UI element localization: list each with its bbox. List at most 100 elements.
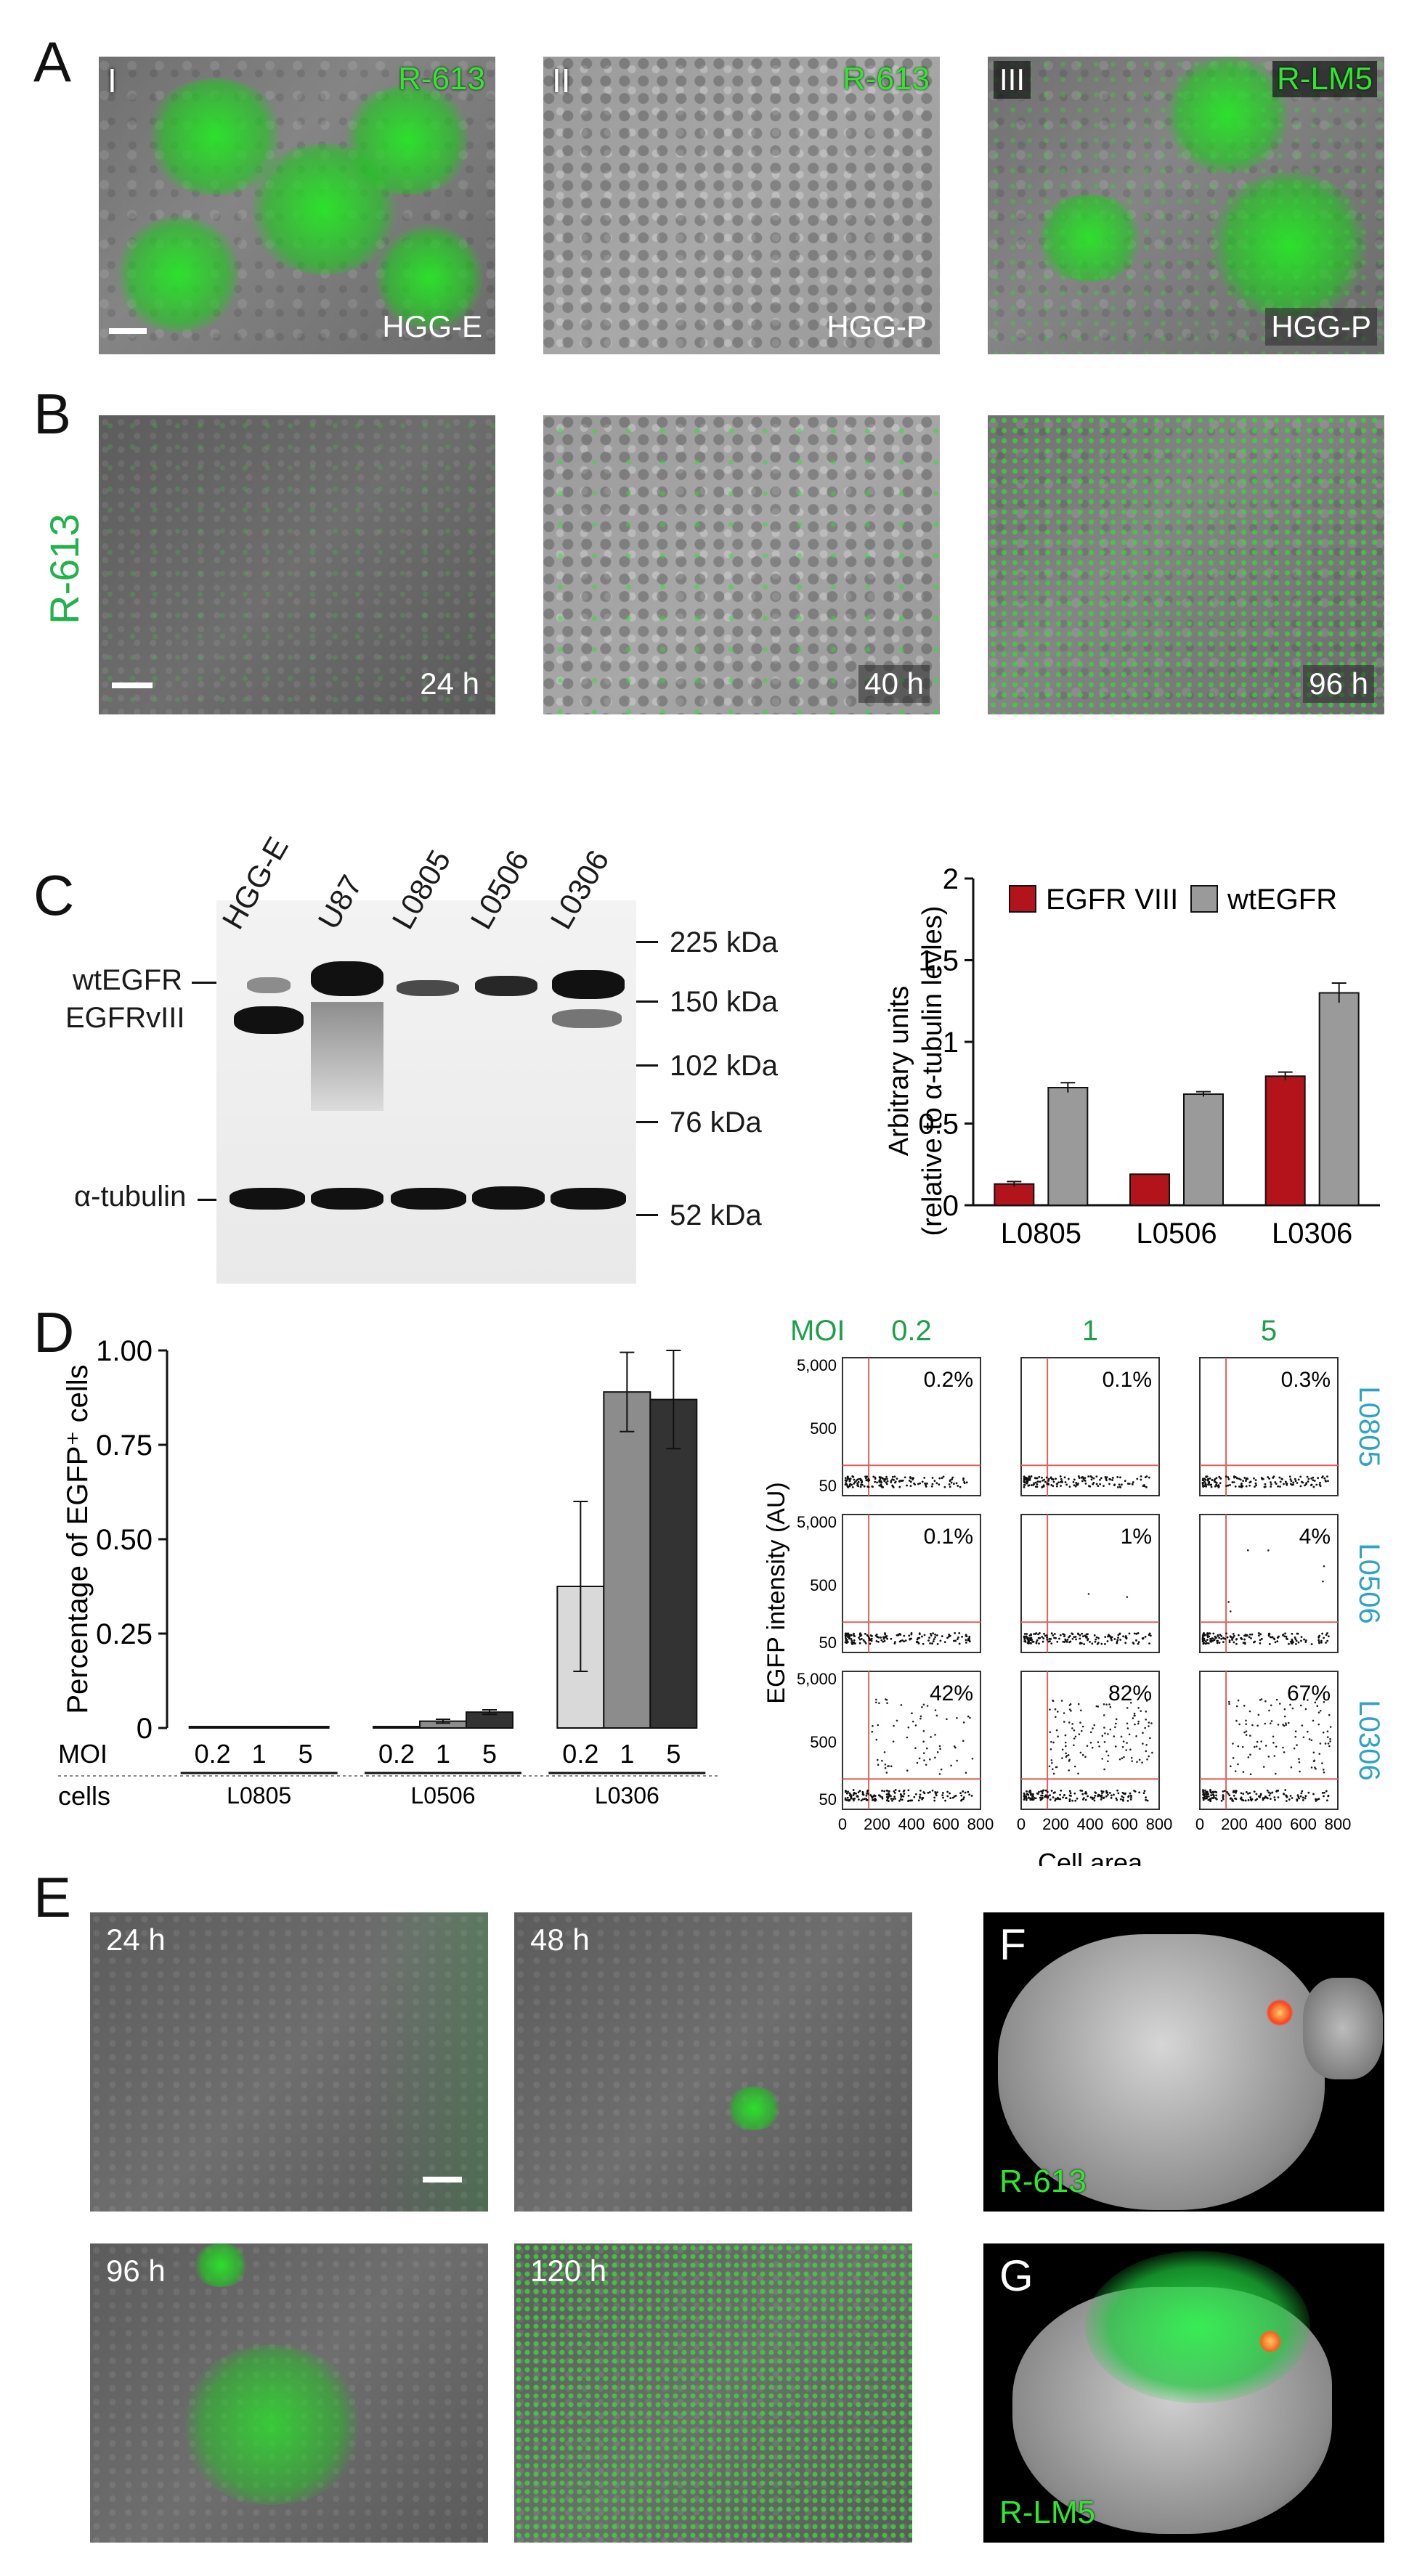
flow-event bbox=[1216, 1642, 1219, 1644]
flow-event bbox=[1235, 1638, 1238, 1640]
flow-plot-frame bbox=[842, 1671, 981, 1810]
flow-event bbox=[890, 1798, 893, 1800]
scale-bar bbox=[423, 2177, 462, 2182]
flow-event bbox=[1317, 1711, 1320, 1713]
flow-event bbox=[1023, 1797, 1026, 1799]
flow-event bbox=[1284, 1632, 1286, 1635]
flow-event bbox=[866, 1634, 869, 1637]
cell-line-label: L0805 bbox=[1353, 1386, 1385, 1467]
flow-event bbox=[1211, 1796, 1214, 1799]
flow-event bbox=[901, 1798, 904, 1801]
flow-event bbox=[1100, 1798, 1103, 1801]
flow-event bbox=[917, 1642, 920, 1644]
flow-event bbox=[885, 1636, 888, 1639]
x-sub-label: 0.2 bbox=[195, 1739, 231, 1769]
flow-event bbox=[1222, 1790, 1225, 1793]
flow-event bbox=[1143, 1790, 1146, 1793]
flow-event bbox=[1323, 1565, 1325, 1568]
flow-event bbox=[1285, 1635, 1288, 1638]
flow-event bbox=[1040, 1794, 1042, 1797]
flow-event bbox=[1107, 1760, 1109, 1763]
x-sub-label: 1 bbox=[252, 1739, 267, 1769]
flow-event bbox=[1103, 1703, 1105, 1705]
flow-event bbox=[1297, 1478, 1300, 1481]
flow-event bbox=[1073, 1792, 1076, 1795]
flow-event bbox=[962, 1740, 965, 1743]
flow-event bbox=[853, 1482, 856, 1485]
flow-event bbox=[1231, 1639, 1234, 1641]
flow-event bbox=[896, 1477, 898, 1480]
flow-event bbox=[875, 1701, 877, 1704]
flow-event bbox=[1214, 1637, 1217, 1639]
flow-event bbox=[1136, 1477, 1139, 1480]
flow-event bbox=[926, 1705, 929, 1707]
flow-event bbox=[1295, 1642, 1297, 1645]
flow-event bbox=[1087, 1795, 1089, 1798]
flow-event bbox=[1307, 1477, 1310, 1480]
flow-event bbox=[952, 1483, 955, 1485]
flow-event bbox=[1028, 1475, 1031, 1477]
flow-event bbox=[876, 1481, 878, 1484]
flow-event bbox=[907, 1726, 910, 1729]
flow-event bbox=[1082, 1797, 1085, 1800]
blot-band bbox=[472, 1186, 545, 1210]
flow-event bbox=[941, 1794, 944, 1796]
flow-event bbox=[1041, 1792, 1044, 1795]
flow-event bbox=[930, 1632, 932, 1635]
flow-event bbox=[922, 1797, 925, 1799]
flow-event bbox=[1237, 1634, 1240, 1637]
flow-event bbox=[1203, 1477, 1206, 1480]
flow-event bbox=[1032, 1640, 1035, 1643]
marker-label: 150 kDa bbox=[670, 986, 778, 1018]
flow-event bbox=[1046, 1790, 1049, 1793]
flow-event bbox=[1232, 1632, 1235, 1635]
flow-event bbox=[1260, 1477, 1263, 1479]
flow-event bbox=[1059, 1475, 1062, 1477]
flow-event bbox=[1270, 1636, 1273, 1639]
flow-event bbox=[858, 1637, 860, 1639]
flow-event bbox=[1313, 1480, 1316, 1482]
flow-event bbox=[1063, 1712, 1065, 1714]
flow-event bbox=[1141, 1761, 1143, 1764]
flow-event bbox=[1257, 1713, 1260, 1716]
flow-event bbox=[894, 1641, 896, 1644]
flow-event bbox=[882, 1640, 885, 1643]
flow-event bbox=[887, 1793, 890, 1796]
flow-event bbox=[1065, 1797, 1068, 1799]
flow-event bbox=[1243, 1731, 1246, 1734]
flow-event bbox=[1114, 1726, 1116, 1729]
flow-event bbox=[876, 1758, 879, 1761]
flow-event bbox=[1298, 1797, 1300, 1800]
flow-event bbox=[1241, 1482, 1243, 1485]
flow-event bbox=[1267, 1549, 1270, 1552]
flow-event bbox=[1054, 1791, 1056, 1794]
flow-event bbox=[886, 1637, 889, 1640]
flow-event bbox=[1060, 1485, 1062, 1487]
flow-event bbox=[1127, 1796, 1129, 1798]
flow-event bbox=[1104, 1476, 1107, 1478]
flow-event bbox=[1105, 1703, 1108, 1705]
flow-event bbox=[1319, 1485, 1322, 1488]
flow-event bbox=[1325, 1790, 1328, 1793]
flow-event bbox=[933, 1799, 936, 1802]
flow-event bbox=[1135, 1632, 1138, 1635]
blot-band bbox=[247, 977, 291, 993]
flow-event bbox=[1137, 1722, 1140, 1725]
flow-event bbox=[1065, 1756, 1068, 1758]
flow-event bbox=[847, 1790, 849, 1793]
flow-plot-frame bbox=[1020, 1514, 1160, 1653]
flow-event bbox=[1095, 1475, 1098, 1478]
flow-event bbox=[875, 1698, 877, 1701]
flow-event bbox=[1135, 1735, 1137, 1737]
x-tick-label: L0506 bbox=[411, 1782, 476, 1809]
flow-event bbox=[1036, 1480, 1039, 1483]
flow-event bbox=[1100, 1477, 1103, 1480]
flow-event bbox=[1293, 1747, 1296, 1750]
panel-letter-e: E bbox=[33, 1865, 72, 1929]
flow-event bbox=[962, 1721, 965, 1724]
flow-event bbox=[1264, 1722, 1267, 1725]
flow-event bbox=[1214, 1790, 1217, 1793]
flow-event bbox=[1068, 1485, 1071, 1488]
flow-event bbox=[1144, 1476, 1147, 1479]
flow-event bbox=[1304, 1639, 1307, 1642]
